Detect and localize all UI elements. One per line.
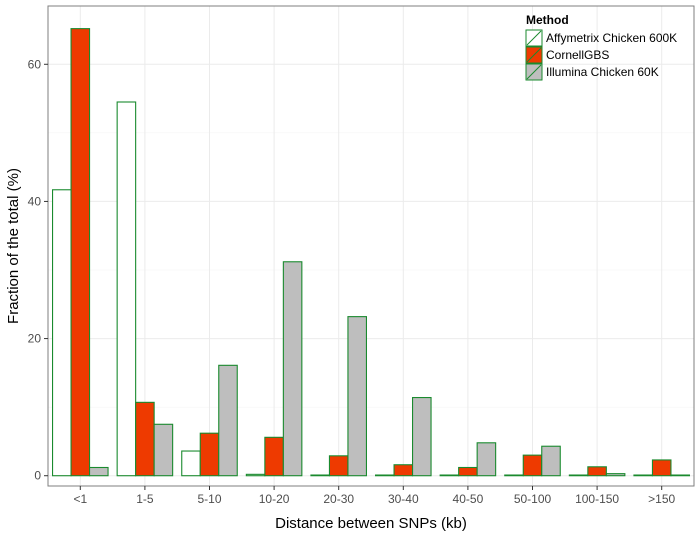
bar-affymetrix-chicken-600k-8: [568, 474, 589, 477]
bar-cornellgbs-6: [458, 466, 478, 477]
y-axis: 0 20 40 60: [28, 57, 48, 483]
legend-key-slash: [526, 30, 542, 46]
bar-illumina-chicken-60k-7: [541, 445, 561, 477]
bar-affymetrix-chicken-600k-3: [245, 473, 266, 477]
y-tick-label: 20: [28, 332, 42, 346]
x-tick-label: >150: [648, 492, 675, 506]
legend-key-slash: [526, 64, 542, 80]
x-axis: <1 1-5 5-10 10-20 20-30 30-40 40-50 50-100 100-1…: [73, 486, 676, 506]
bar-illumina-chicken-60k-2: [218, 364, 238, 477]
plot-panel-border: [47, 5, 695, 487]
bar-affymetrix-chicken-600k-6: [439, 474, 460, 477]
bar-affymetrix-chicken-600k-7: [504, 474, 524, 477]
bar-cornellgbs-7: [522, 454, 543, 477]
legend-label: CornellGBS: [546, 48, 609, 62]
x-tick-label: 1-5: [136, 492, 154, 506]
x-tick-label: 30-40: [388, 492, 419, 506]
bar-affymetrix-chicken-600k-5: [374, 474, 395, 477]
legend-key-slash: [526, 47, 542, 63]
bar-affymetrix-chicken-600k-9: [633, 474, 654, 477]
bar-cornellgbs-1: [135, 401, 155, 477]
bar-affymetrix-chicken-600k-4: [310, 474, 331, 477]
legend: Method Affymetrix Chicken 600K CornellGBS…: [525, 13, 677, 81]
x-tick-label: 50-100: [514, 492, 552, 506]
x-tick-label: 5-10: [197, 492, 221, 506]
bar-cornellgbs-3: [264, 436, 284, 477]
bar-affymetrix-chicken-600k-1: [116, 101, 137, 477]
y-tick-label: 40: [28, 194, 42, 208]
bar-illumina-chicken-60k-5: [411, 396, 432, 477]
bar-illumina-chicken-60k-1: [153, 423, 174, 477]
bar-cornellgbs-4: [328, 455, 349, 477]
bar-illumina-chicken-60k-4: [347, 316, 368, 477]
bar-illumina-chicken-60k-9: [670, 474, 691, 477]
x-tick-label: 40-50: [453, 492, 484, 506]
x-tick-label: 20-30: [323, 492, 354, 506]
bar-illumina-chicken-60k-6: [476, 442, 497, 477]
legend-title: Method: [526, 13, 569, 27]
y-axis-title: Fraction of the total (%): [5, 168, 22, 324]
x-tick-label: 100-150: [575, 492, 619, 506]
legend-label: Affymetrix Chicken 600K: [546, 31, 677, 45]
bar-cornellgbs-8: [587, 466, 607, 477]
grid-lines: [48, 6, 694, 486]
y-tick-label: 60: [28, 57, 42, 71]
bar-cornellgbs-0: [70, 28, 91, 477]
bar-cornellgbs-5: [393, 464, 414, 477]
bar-illumina-chicken-60k-0: [89, 466, 109, 477]
bar-affymetrix-chicken-600k-0: [51, 189, 72, 477]
x-axis-title: Distance between SNPs (kb): [275, 515, 467, 532]
bar-affymetrix-chicken-600k-2: [181, 450, 201, 477]
x-tick-label: 10-20: [259, 492, 290, 506]
bar-cornellgbs-2: [199, 432, 220, 477]
y-tick-label: 0: [34, 469, 41, 483]
bar-illumina-chicken-60k-3: [282, 261, 303, 477]
bar-illumina-chicken-60k-8: [605, 473, 626, 477]
legend-label: Illumina Chicken 60K: [546, 65, 659, 79]
bar-cornellgbs-9: [651, 459, 672, 477]
bars: [51, 28, 691, 477]
x-tick-label: <1: [73, 492, 87, 506]
